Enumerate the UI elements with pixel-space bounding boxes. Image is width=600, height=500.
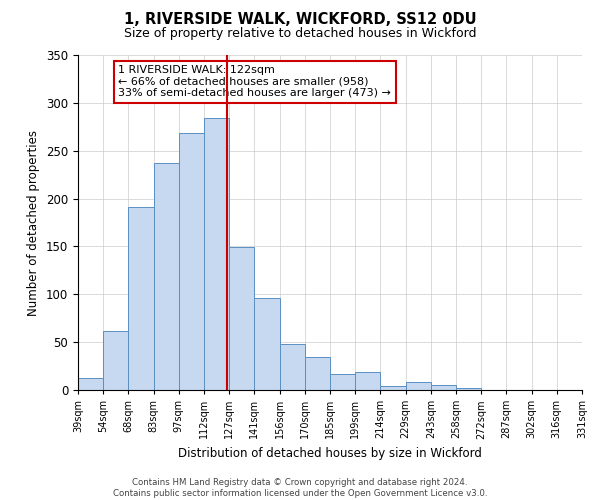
Bar xyxy=(305,356,330,390)
Bar xyxy=(78,378,103,390)
Bar xyxy=(380,386,406,390)
X-axis label: Distribution of detached houses by size in Wickford: Distribution of detached houses by size … xyxy=(178,447,482,460)
Text: Contains HM Land Registry data © Crown copyright and database right 2024.
Contai: Contains HM Land Registry data © Crown c… xyxy=(113,478,487,498)
Bar xyxy=(254,298,280,390)
Bar xyxy=(456,388,481,390)
Bar xyxy=(280,344,305,390)
Text: Size of property relative to detached houses in Wickford: Size of property relative to detached ho… xyxy=(124,28,476,40)
Bar xyxy=(179,132,204,390)
Bar xyxy=(154,163,179,390)
Bar xyxy=(330,374,355,390)
Bar xyxy=(406,382,431,390)
Bar xyxy=(229,248,254,390)
Bar xyxy=(103,330,128,390)
Bar xyxy=(355,372,380,390)
Bar xyxy=(128,207,154,390)
Text: 1 RIVERSIDE WALK: 122sqm
← 66% of detached houses are smaller (958)
33% of semi-: 1 RIVERSIDE WALK: 122sqm ← 66% of detach… xyxy=(118,65,391,98)
Bar xyxy=(204,118,229,390)
Y-axis label: Number of detached properties: Number of detached properties xyxy=(28,130,40,316)
Text: 1, RIVERSIDE WALK, WICKFORD, SS12 0DU: 1, RIVERSIDE WALK, WICKFORD, SS12 0DU xyxy=(124,12,476,28)
Bar xyxy=(431,385,456,390)
